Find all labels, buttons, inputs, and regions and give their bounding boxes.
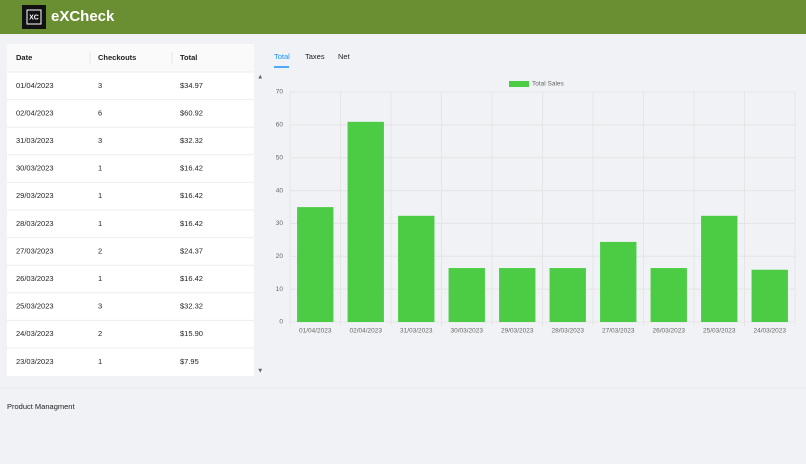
- table-cell: $24.37: [180, 246, 203, 255]
- x-tick-label: 01/04/2023: [299, 328, 332, 335]
- table-cell: 6: [98, 108, 102, 117]
- legend-swatch: [509, 81, 529, 87]
- table-cell: 1: [98, 191, 102, 200]
- table-cell: 1: [98, 274, 102, 283]
- x-tick-label: 28/03/2023: [551, 328, 584, 335]
- x-tick-label: 02/04/2023: [349, 328, 382, 335]
- table-cell: 3: [98, 81, 102, 90]
- table-cell: 23/03/2023: [16, 357, 54, 366]
- scroll-down[interactable]: ▼: [257, 368, 263, 375]
- scroll-up[interactable]: ▲: [257, 74, 263, 81]
- table-cell: 30/03/2023: [16, 164, 54, 173]
- tab[interactable]: Total: [274, 52, 290, 61]
- logo-frame: [26, 9, 42, 25]
- table-cell: $32.32: [180, 302, 203, 311]
- y-tick-label: 50: [276, 154, 284, 161]
- y-tick-label: 30: [276, 220, 284, 227]
- bar: [751, 269, 788, 322]
- bar: [701, 215, 738, 322]
- table-header: [7, 44, 254, 72]
- table-cell: $16.42: [180, 191, 203, 200]
- y-tick-label: 60: [276, 122, 284, 129]
- column-header: Checkouts: [98, 53, 136, 62]
- y-tick-label: 20: [276, 253, 284, 260]
- bar: [549, 268, 586, 322]
- column-header: Total: [180, 53, 197, 62]
- table-cell: 3: [98, 136, 102, 145]
- bar: [650, 268, 687, 322]
- bar: [398, 215, 435, 322]
- x-tick-label: 31/03/2023: [400, 328, 433, 335]
- tab[interactable]: Taxes: [305, 52, 325, 61]
- table-cell: 1: [98, 164, 102, 173]
- bar: [600, 241, 637, 322]
- x-tick-label: 24/03/2023: [753, 328, 786, 335]
- header-bar: [0, 0, 806, 34]
- x-tick-label: 30/03/2023: [450, 328, 483, 335]
- bar: [448, 268, 485, 322]
- table-cell: 02/04/2023: [16, 108, 54, 117]
- table-cell: 1: [98, 219, 102, 228]
- table-cell: 01/04/2023: [16, 81, 54, 90]
- x-tick-label: 26/03/2023: [652, 328, 685, 335]
- y-tick-label: 70: [276, 89, 284, 96]
- table-cell: $7.95: [180, 357, 199, 366]
- table-cell: 2: [98, 246, 102, 255]
- table-cell: $34.97: [180, 81, 203, 90]
- table-cell: $15.90: [180, 329, 203, 338]
- table-cell: $16.42: [180, 164, 203, 173]
- table-cell: 27/03/2023: [16, 246, 54, 255]
- section-label[interactable]: Product Managment: [7, 402, 75, 411]
- logo[interactable]: [22, 5, 46, 29]
- table-cell: 29/03/2023: [16, 191, 54, 200]
- table-cell: $32.32: [180, 136, 203, 145]
- y-tick-label: 10: [276, 286, 284, 293]
- bar: [499, 268, 536, 322]
- table-cell: 26/03/2023: [16, 274, 54, 283]
- table-cell: 24/03/2023: [16, 329, 54, 338]
- tab[interactable]: Net: [338, 52, 351, 61]
- logo-text: XC: [29, 14, 39, 21]
- column-header: Date: [16, 53, 32, 62]
- y-tick-label: 40: [276, 187, 284, 194]
- table-cell: $60.92: [180, 108, 203, 117]
- table-cell: 3: [98, 302, 102, 311]
- table-cell: 2: [98, 329, 102, 338]
- table-cell: 1: [98, 357, 102, 366]
- x-tick-label: 27/03/2023: [602, 328, 635, 335]
- x-tick-label: 29/03/2023: [501, 328, 534, 335]
- x-tick-label: 25/03/2023: [703, 328, 736, 335]
- bar: [347, 121, 384, 322]
- table-cell: $16.42: [180, 274, 203, 283]
- table-cell: $16.42: [180, 219, 203, 228]
- bar: [297, 207, 334, 322]
- legend-label: Total Sales: [532, 81, 565, 88]
- table-cell: 31/03/2023: [16, 136, 54, 145]
- y-tick-label: 0: [279, 319, 283, 326]
- table-cell: 25/03/2023: [16, 302, 54, 311]
- table-cell: 28/03/2023: [16, 219, 54, 228]
- app-title: eXCheck: [51, 8, 115, 25]
